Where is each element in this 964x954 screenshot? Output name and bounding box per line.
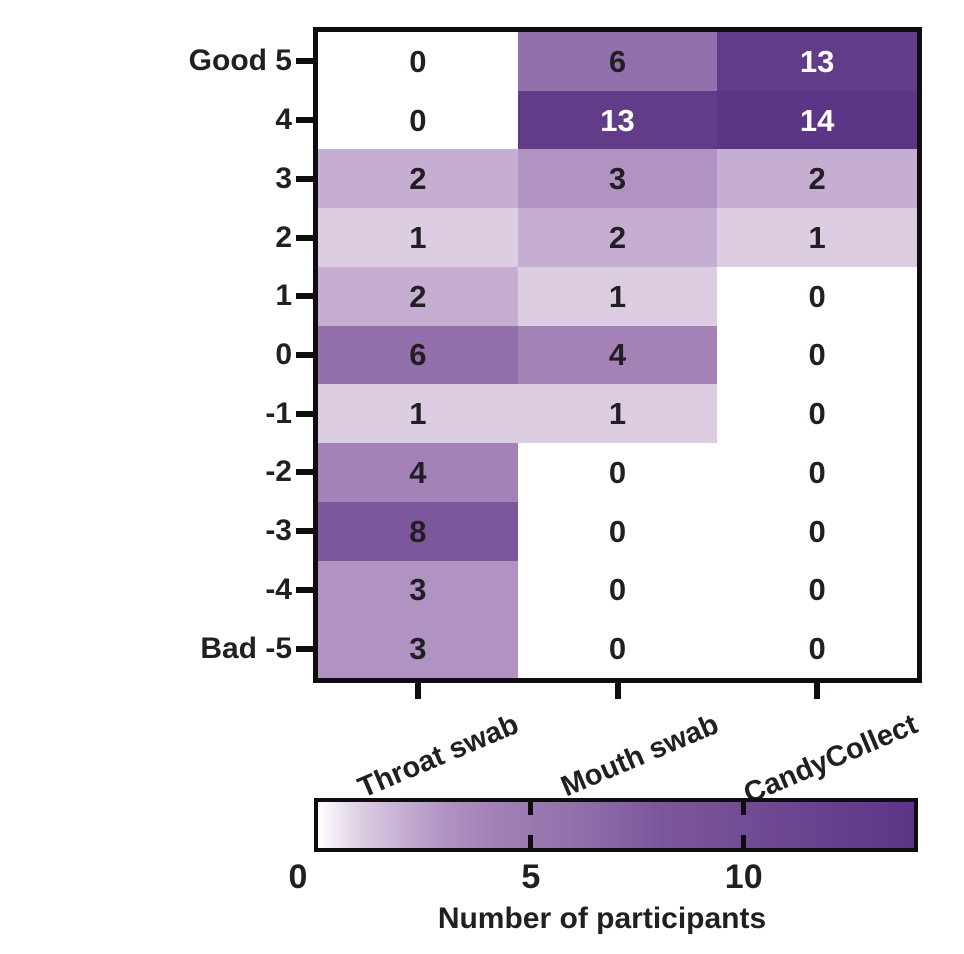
y-tick-mark <box>296 410 313 417</box>
heatmap-cell: 2 <box>717 149 917 209</box>
heatmap-cell: 3 <box>318 619 518 678</box>
heatmap-cell: 0 <box>517 501 718 561</box>
heatmap-cell: 2 <box>517 208 718 267</box>
heatmap-cell: 6 <box>517 32 718 91</box>
heatmap-cell: 8 <box>318 501 518 561</box>
y-tick-label: -4 <box>265 572 292 606</box>
colorbar-tick-mark <box>741 835 747 848</box>
heatmap-cell: 4 <box>517 325 718 385</box>
heatmap-cell: 1 <box>517 266 718 326</box>
heatmap-cell: 0 <box>717 443 917 502</box>
heatmap-cell: 0 <box>318 90 518 150</box>
y-tick-label: -2 <box>265 455 292 489</box>
heatmap-cell: 4 <box>318 443 518 502</box>
y-tick-label: -3 <box>265 514 292 548</box>
y-tick-mark <box>296 469 313 476</box>
heatmap-cell: 0 <box>717 266 917 326</box>
y-tick-label: 0 <box>275 338 292 371</box>
colorbar <box>314 798 918 852</box>
heatmap-cell: 2 <box>318 149 518 209</box>
y-tick-mark <box>296 234 313 241</box>
y-tick-mark <box>296 586 313 593</box>
heatmap-grid: 0 6 13 0 13 14 2 3 2 1 2 1 2 1 0 6 4 0 1 1 0 4 0 0 8 0 0 3 0 0 3 0 0 <box>318 32 917 678</box>
y-tick-mark <box>296 293 313 300</box>
heatmap-cell: 14 <box>717 90 917 150</box>
y-tick-label: -1 <box>265 396 292 430</box>
heatmap-cell: 2 <box>318 266 518 326</box>
colorbar-tick-mark <box>741 802 747 815</box>
y-tick-label: Good 5 <box>188 44 292 78</box>
y-tick-label: 1 <box>275 279 292 313</box>
heatmap-cell: 0 <box>318 32 518 91</box>
y-tick-mark <box>296 528 313 535</box>
heatmap-cell: 3 <box>517 149 718 209</box>
heatmap-cell: 1 <box>717 208 917 267</box>
heatmap-cell: 1 <box>318 384 518 444</box>
heatmap-plot-area: 0 6 13 0 13 14 2 3 2 1 2 1 2 1 0 6 4 0 1 1 0 4 0 0 8 0 0 3 0 0 3 0 0 <box>313 27 922 683</box>
heatmap-cell: 13 <box>517 90 718 150</box>
colorbar-tick-mark <box>528 835 534 848</box>
y-tick-label: Bad -5 <box>200 631 292 665</box>
heatmap-cell: 1 <box>517 384 718 444</box>
heatmap-cell: 3 <box>318 560 518 620</box>
colorbar-tick-mark <box>528 802 534 815</box>
colorbar-tick-label: 5 <box>521 858 541 896</box>
x-tick-mark <box>814 683 821 699</box>
y-tick-mark <box>296 175 313 182</box>
x-tick-mark <box>614 683 621 699</box>
y-tick-mark <box>296 645 313 652</box>
heatmap-cell: 0 <box>517 443 718 502</box>
heatmap-cell: 0 <box>517 560 718 620</box>
y-tick-mark <box>296 58 313 65</box>
heatmap-cell: 6 <box>318 325 518 385</box>
heatmap-cell: 1 <box>318 208 518 267</box>
y-tick-label: 2 <box>275 220 292 254</box>
heatmap-cell: 0 <box>517 619 718 678</box>
colorbar-tick-label: 10 <box>724 858 763 896</box>
heatmap-cell: 0 <box>717 560 917 620</box>
colorbar-label: Number of participants <box>437 902 767 935</box>
heatmap-cell: 0 <box>717 501 917 561</box>
y-tick-mark <box>296 352 313 358</box>
colorbar-tick-label: 0 <box>288 858 308 896</box>
colorbar-gradient <box>318 802 914 848</box>
heatmap-cell: 0 <box>717 619 917 678</box>
heatmap-cell: 13 <box>717 32 917 91</box>
y-tick-mark <box>296 117 313 124</box>
heatmap-cell: 0 <box>717 325 917 385</box>
y-tick-label: 4 <box>275 103 292 137</box>
y-tick-label: 3 <box>275 161 292 195</box>
heatmap-cell: 0 <box>717 384 917 444</box>
x-tick-mark <box>414 683 421 699</box>
